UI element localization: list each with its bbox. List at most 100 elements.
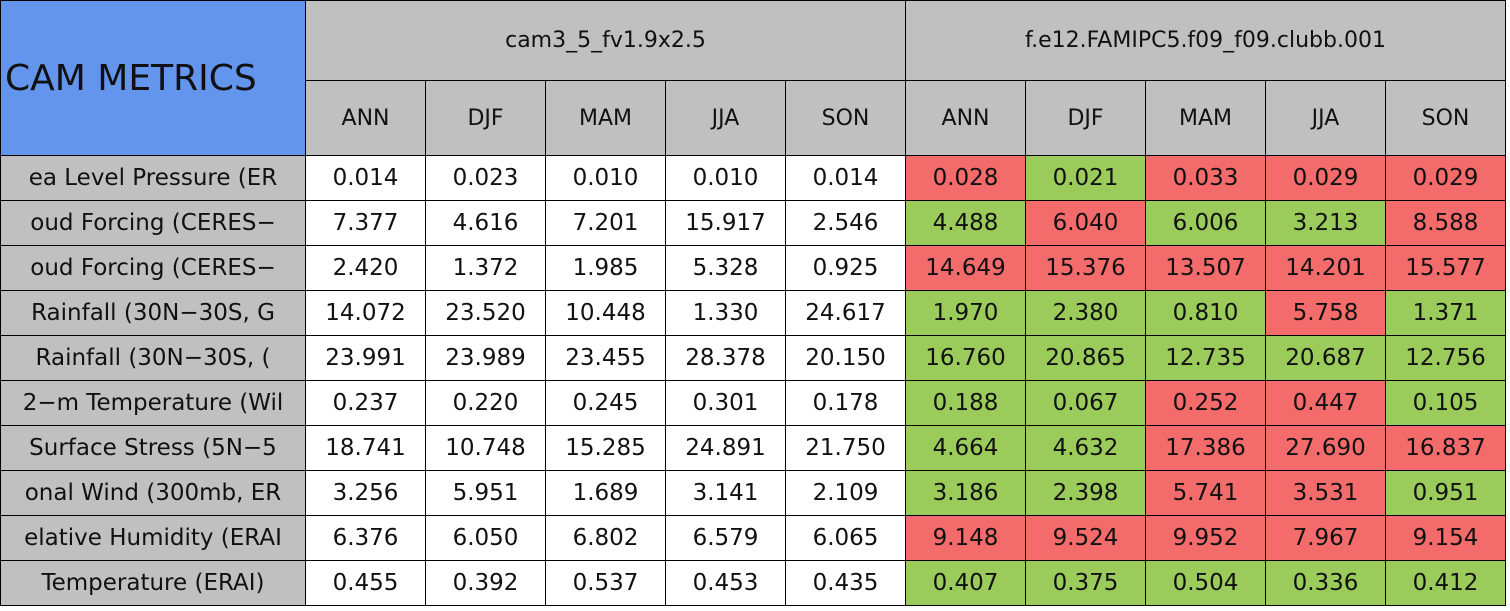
- value-cell: 5.758: [1265, 290, 1386, 336]
- value-cell: 4.664: [905, 425, 1026, 471]
- value-cell: 0.188: [905, 380, 1026, 426]
- value-cell: 2.398: [1025, 470, 1146, 516]
- value-cell: 8.588: [1385, 200, 1506, 246]
- value-cell: 0.023: [425, 155, 546, 201]
- value-cell: 0.029: [1265, 155, 1386, 201]
- value-cell: 0.014: [305, 155, 426, 201]
- value-cell: 18.741: [305, 425, 426, 471]
- row-label: Rainfall (30N−30S, G: [0, 290, 306, 336]
- value-cell: 0.010: [545, 155, 666, 201]
- value-cell: 3.213: [1265, 200, 1386, 246]
- season-header: ANN: [905, 80, 1026, 156]
- value-cell: 6.579: [665, 515, 786, 561]
- value-cell: 10.448: [545, 290, 666, 336]
- value-cell: 15.285: [545, 425, 666, 471]
- value-cell: 0.021: [1025, 155, 1146, 201]
- season-header: SON: [1385, 80, 1506, 156]
- row-label: 2−m Temperature (Wil: [0, 380, 306, 426]
- value-cell: 9.952: [1145, 515, 1266, 561]
- season-header: DJF: [1025, 80, 1146, 156]
- value-cell: 0.010: [665, 155, 786, 201]
- value-cell: 4.488: [905, 200, 1026, 246]
- value-cell: 0.392: [425, 560, 546, 606]
- row-label: Surface Stress (5N−5: [0, 425, 306, 471]
- value-cell: 23.455: [545, 335, 666, 381]
- value-cell: 2.109: [785, 470, 906, 516]
- value-cell: 15.577: [1385, 245, 1506, 291]
- value-cell: 0.067: [1025, 380, 1146, 426]
- value-cell: 14.201: [1265, 245, 1386, 291]
- value-cell: 0.407: [905, 560, 1026, 606]
- value-cell: 0.220: [425, 380, 546, 426]
- season-header: DJF: [425, 80, 546, 156]
- season-header: ANN: [305, 80, 426, 156]
- value-cell: 0.447: [1265, 380, 1386, 426]
- value-cell: 0.178: [785, 380, 906, 426]
- value-cell: 20.687: [1265, 335, 1386, 381]
- value-cell: 23.520: [425, 290, 546, 336]
- value-cell: 10.748: [425, 425, 546, 471]
- value-cell: 6.065: [785, 515, 906, 561]
- value-cell: 3.256: [305, 470, 426, 516]
- season-header: JJA: [665, 80, 786, 156]
- value-cell: 0.504: [1145, 560, 1266, 606]
- value-cell: 7.967: [1265, 515, 1386, 561]
- value-cell: 0.455: [305, 560, 426, 606]
- value-cell: 3.141: [665, 470, 786, 516]
- value-cell: 14.649: [905, 245, 1026, 291]
- value-cell: 16.760: [905, 335, 1026, 381]
- value-cell: 12.735: [1145, 335, 1266, 381]
- row-label: Temperature (ERAI): [0, 560, 306, 606]
- value-cell: 0.028: [905, 155, 1026, 201]
- row-label: elative Humidity (ERAI: [0, 515, 306, 561]
- value-cell: 7.201: [545, 200, 666, 246]
- value-cell: 13.507: [1145, 245, 1266, 291]
- value-cell: 12.756: [1385, 335, 1506, 381]
- value-cell: 7.377: [305, 200, 426, 246]
- value-cell: 2.546: [785, 200, 906, 246]
- value-cell: 1.985: [545, 245, 666, 291]
- value-cell: 14.072: [305, 290, 426, 336]
- row-label: oud Forcing (CERES−: [0, 245, 306, 291]
- value-cell: 0.951: [1385, 470, 1506, 516]
- value-cell: 0.301: [665, 380, 786, 426]
- value-cell: 15.376: [1025, 245, 1146, 291]
- value-cell: 0.029: [1385, 155, 1506, 201]
- value-cell: 0.537: [545, 560, 666, 606]
- value-cell: 2.380: [1025, 290, 1146, 336]
- value-cell: 6.006: [1145, 200, 1266, 246]
- value-cell: 0.336: [1265, 560, 1386, 606]
- value-cell: 1.330: [665, 290, 786, 336]
- value-cell: 6.802: [545, 515, 666, 561]
- value-cell: 0.412: [1385, 560, 1506, 606]
- value-cell: 1.970: [905, 290, 1026, 336]
- value-cell: 9.524: [1025, 515, 1146, 561]
- value-cell: 23.989: [425, 335, 546, 381]
- value-cell: 0.105: [1385, 380, 1506, 426]
- season-header: MAM: [1145, 80, 1266, 156]
- title-cell: CAM METRICS: [0, 0, 306, 156]
- season-header: JJA: [1265, 80, 1386, 156]
- value-cell: 24.617: [785, 290, 906, 336]
- value-cell: 0.014: [785, 155, 906, 201]
- row-label: onal Wind (300mb, ER: [0, 470, 306, 516]
- value-cell: 0.237: [305, 380, 426, 426]
- value-cell: 5.741: [1145, 470, 1266, 516]
- value-cell: 16.837: [1385, 425, 1506, 471]
- value-cell: 24.891: [665, 425, 786, 471]
- value-cell: 0.925: [785, 245, 906, 291]
- value-cell: 27.690: [1265, 425, 1386, 471]
- row-label: Rainfall (30N−30S, (: [0, 335, 306, 381]
- group-header: f.e12.FAMIPC5.f09_f09.clubb.001: [905, 0, 1506, 81]
- value-cell: 0.810: [1145, 290, 1266, 336]
- value-cell: 6.050: [425, 515, 546, 561]
- value-cell: 9.148: [905, 515, 1026, 561]
- value-cell: 6.040: [1025, 200, 1146, 246]
- value-cell: 23.991: [305, 335, 426, 381]
- row-label: oud Forcing (CERES−: [0, 200, 306, 246]
- value-cell: 0.453: [665, 560, 786, 606]
- value-cell: 4.632: [1025, 425, 1146, 471]
- group-header: cam3_5_fv1.9x2.5: [305, 0, 906, 81]
- value-cell: 15.917: [665, 200, 786, 246]
- value-cell: 0.252: [1145, 380, 1266, 426]
